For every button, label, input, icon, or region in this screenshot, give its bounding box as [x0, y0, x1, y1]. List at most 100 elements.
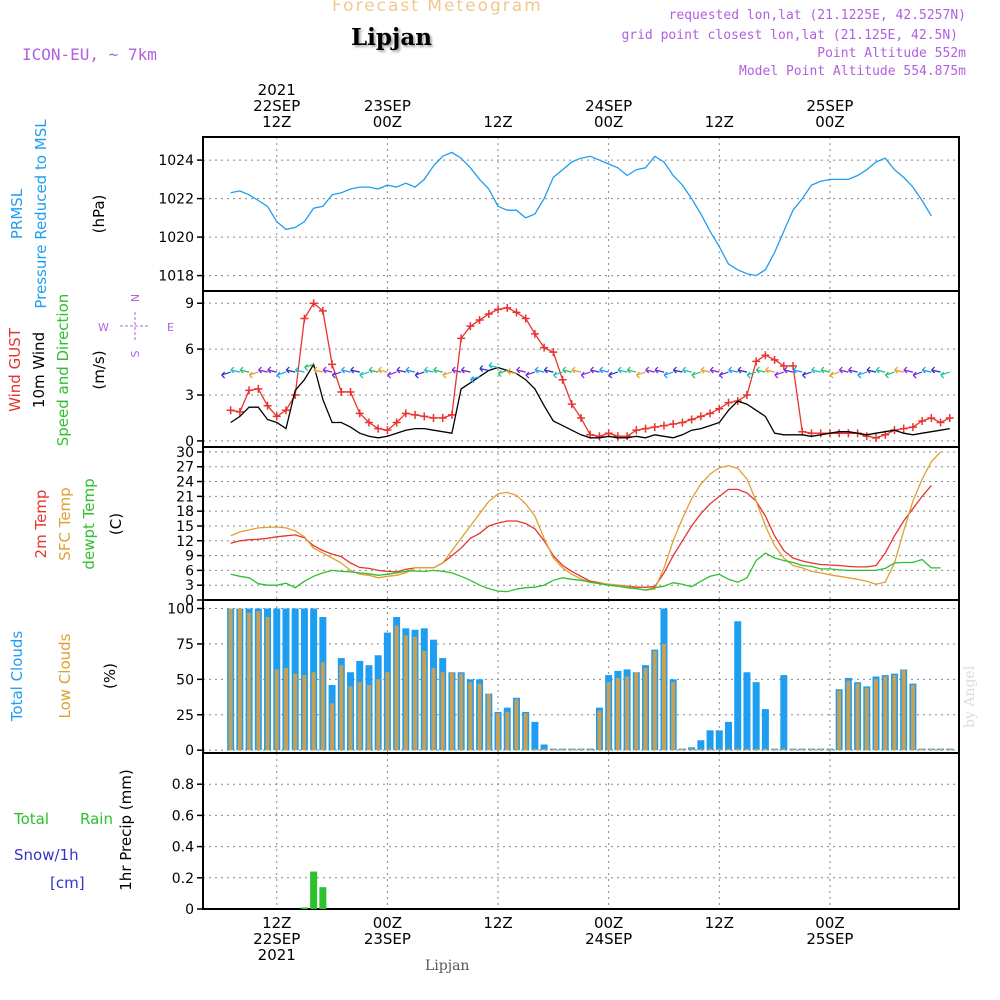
low-clouds-bar — [625, 676, 630, 751]
y-tick-label: 0 — [185, 593, 194, 609]
gust-marker — [789, 361, 798, 370]
bottom-time-label: 00Z — [815, 914, 844, 932]
pressure-line — [230, 151, 932, 277]
low-clouds-bar — [910, 685, 915, 751]
wind-direction-arrow — [553, 371, 563, 379]
gust-marker — [392, 418, 401, 427]
gust-marker — [724, 398, 733, 407]
low-clouds-bar — [330, 703, 335, 751]
low-clouds-bar — [505, 711, 510, 751]
wind-direction-arrow — [599, 366, 609, 374]
y-tick-label: 1020 — [158, 230, 194, 246]
bottom-time-label: 25SEP — [806, 930, 853, 948]
low-clouds-bar — [874, 679, 879, 751]
low-clouds-bar — [615, 677, 620, 751]
low-clouds-bar — [569, 748, 574, 751]
low-clouds-bar — [265, 617, 270, 751]
low-clouds-bar — [606, 682, 611, 751]
low-clouds-bar — [791, 748, 796, 751]
model-point-altitude: Model Point Altitude 554.875m — [739, 64, 966, 79]
low-clouds-bar — [551, 748, 556, 751]
low-clouds-bar — [643, 668, 648, 751]
gust-marker — [872, 433, 881, 442]
wind-direction-arrow — [377, 366, 388, 374]
gust-marker — [245, 386, 254, 395]
gust-marker — [383, 426, 392, 435]
gust-marker — [650, 423, 659, 432]
low-clouds-bar — [901, 669, 906, 751]
y-tick-label: 30 — [176, 445, 194, 461]
low-clouds-bar — [283, 668, 288, 751]
gust-marker — [770, 355, 779, 364]
low-clouds-bar — [542, 748, 547, 751]
low-clouds-bar — [938, 748, 943, 751]
low-clouds-bar — [698, 748, 703, 751]
gust-marker — [447, 410, 456, 419]
gust-marker — [235, 407, 244, 416]
gust-marker — [687, 415, 696, 424]
gust-marker — [337, 387, 346, 396]
y-tick-label: 1024 — [158, 153, 194, 169]
wind-direction-arrow — [940, 371, 950, 379]
low-clouds-bar — [735, 748, 740, 751]
bottom-time-label: 23SEP — [364, 930, 411, 948]
wind-direction-arrow — [802, 371, 812, 379]
low-clouds-bar — [781, 748, 786, 751]
gust-marker — [659, 421, 668, 430]
point-altitude: Point Altitude 552m — [817, 46, 966, 61]
gust-marker — [742, 391, 751, 399]
wind-direction-arrow — [525, 371, 536, 379]
y-tick-label: 21 — [176, 489, 194, 505]
bottom-time-label: 2021 — [258, 946, 296, 964]
low-clouds-bar — [348, 686, 353, 751]
gust-marker — [844, 429, 853, 438]
low-clouds-bar — [754, 748, 759, 751]
wind-10m-label: 10m Wind — [30, 332, 48, 408]
gust-marker — [254, 384, 263, 393]
gust-marker — [401, 409, 410, 418]
low-clouds-bar — [588, 748, 593, 751]
total-clouds-bar — [743, 672, 751, 751]
low-clouds-bar — [929, 748, 934, 751]
wind-direction-arrow — [571, 366, 582, 374]
forecast-meteogram-title: Forecast Meteogram — [332, 0, 543, 16]
wind-direction-arrow — [433, 366, 443, 374]
gust-marker — [494, 305, 503, 314]
top-time-label: 00Z — [815, 113, 844, 131]
low-clouds-bar — [920, 748, 925, 751]
wind-direction-arrow — [589, 366, 600, 374]
low-clouds-bar — [237, 608, 242, 751]
wind-direction-arrow — [313, 366, 323, 374]
low-clouds-bar — [247, 612, 252, 751]
compass-w: W — [98, 321, 109, 334]
gust-marker — [899, 424, 908, 433]
wind-direction-arrow — [885, 371, 895, 379]
wind-line — [230, 362, 950, 439]
bottom-time-label: 00Z — [594, 914, 623, 932]
wind-direction-arrow — [765, 366, 775, 374]
top-time-label: 23SEP — [364, 97, 411, 115]
gust-marker — [613, 432, 622, 441]
low-clouds-bar — [689, 748, 694, 751]
wind-direction-arrow — [479, 365, 489, 372]
gust-marker — [558, 375, 567, 384]
gust-marker — [309, 299, 318, 308]
low-clouds-bar — [339, 665, 344, 751]
bottom-time-label: 00Z — [373, 914, 402, 932]
wind-direction-arrow — [414, 371, 425, 379]
low-clouds-bar — [496, 713, 501, 751]
wind-direction-arrow — [341, 366, 351, 374]
low-clouds-bar — [486, 693, 491, 751]
gust-marker — [328, 360, 337, 369]
low-clouds-bar — [459, 673, 464, 751]
low-clouds-bar — [274, 669, 279, 751]
gust-marker — [779, 361, 788, 370]
gust-marker — [715, 404, 724, 413]
gust-marker — [761, 351, 770, 360]
location-title: Lipjan — [351, 24, 432, 51]
top-time-label: 24SEP — [585, 97, 632, 115]
wind-direction-arrow — [654, 366, 665, 374]
wind-direction-arrow — [719, 371, 729, 379]
wind-direction-arrow — [894, 366, 904, 374]
temp-unit: (C) — [107, 513, 125, 535]
